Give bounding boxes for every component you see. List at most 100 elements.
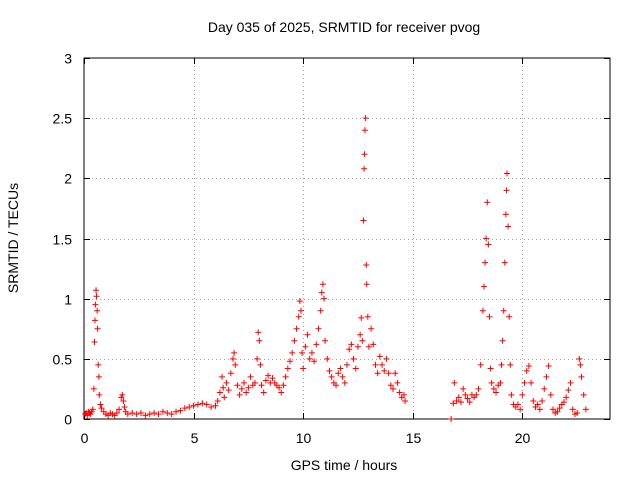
y-tick-label: 2.5 bbox=[53, 111, 73, 127]
data-point bbox=[385, 370, 392, 377]
data-point bbox=[490, 385, 497, 392]
x-axis-ticks: 0 5 10 15 20 bbox=[81, 58, 531, 446]
data-point bbox=[212, 402, 219, 409]
data-point bbox=[221, 394, 228, 401]
data-point bbox=[324, 355, 331, 362]
y-axis-label: SRMTID / TECUs bbox=[5, 183, 21, 293]
data-point bbox=[146, 411, 153, 418]
data-point bbox=[98, 405, 105, 412]
data-point bbox=[326, 367, 333, 374]
data-point bbox=[319, 281, 326, 288]
data-point bbox=[508, 391, 515, 398]
data-point bbox=[133, 411, 140, 418]
chart-title: Day 035 of 2025, SRMTID for receiver pvo… bbox=[208, 19, 480, 35]
data-point bbox=[392, 370, 399, 377]
data-point bbox=[556, 405, 563, 412]
data-points bbox=[82, 115, 589, 422]
data-point bbox=[232, 361, 239, 368]
data-point bbox=[159, 408, 166, 415]
data-point bbox=[255, 329, 262, 336]
data-point bbox=[245, 384, 252, 391]
data-point bbox=[186, 403, 193, 410]
data-point bbox=[203, 401, 210, 408]
data-point bbox=[238, 385, 245, 392]
data-point bbox=[269, 375, 276, 382]
data-point bbox=[500, 307, 507, 314]
x-tick-label: 5 bbox=[191, 430, 199, 446]
data-point bbox=[335, 370, 342, 377]
data-point bbox=[473, 391, 480, 398]
data-point bbox=[354, 343, 361, 350]
data-point bbox=[360, 217, 367, 224]
data-point bbox=[304, 331, 311, 338]
data-point bbox=[390, 385, 397, 392]
data-point bbox=[94, 325, 101, 332]
y-tick-label: 2 bbox=[64, 171, 72, 187]
data-point bbox=[265, 372, 272, 379]
data-point bbox=[569, 406, 576, 413]
data-point bbox=[91, 338, 98, 345]
data-point bbox=[505, 223, 512, 230]
data-point bbox=[493, 389, 500, 396]
data-point bbox=[521, 379, 528, 386]
data-point bbox=[534, 401, 541, 408]
x-tick-label: 15 bbox=[406, 430, 422, 446]
data-point bbox=[464, 395, 471, 402]
data-point bbox=[565, 387, 572, 394]
data-point bbox=[457, 399, 464, 406]
data-point bbox=[214, 397, 221, 404]
data-point bbox=[289, 349, 296, 356]
data-point bbox=[517, 406, 524, 413]
data-point bbox=[502, 211, 509, 218]
data-point bbox=[225, 387, 232, 394]
data-point bbox=[507, 361, 514, 368]
data-point bbox=[560, 399, 567, 406]
data-point bbox=[280, 382, 287, 389]
data-point bbox=[234, 382, 241, 389]
data-point bbox=[339, 373, 346, 380]
data-point bbox=[322, 337, 329, 344]
data-point bbox=[455, 394, 462, 401]
data-point bbox=[364, 313, 371, 320]
data-point bbox=[282, 373, 289, 380]
data-point bbox=[361, 165, 368, 172]
data-point bbox=[448, 416, 455, 422]
data-point bbox=[247, 373, 254, 380]
x-tick-label: 0 bbox=[81, 430, 89, 446]
data-point bbox=[453, 397, 460, 404]
data-point bbox=[450, 400, 457, 407]
data-point bbox=[302, 343, 309, 350]
data-point bbox=[164, 409, 171, 416]
data-point bbox=[539, 397, 546, 404]
data-point bbox=[503, 187, 510, 194]
data-point bbox=[480, 283, 487, 290]
data-point bbox=[525, 363, 532, 370]
data-point bbox=[258, 382, 265, 389]
data-point bbox=[577, 361, 584, 368]
data-point bbox=[484, 199, 491, 206]
data-point bbox=[328, 373, 335, 380]
data-point bbox=[124, 411, 131, 418]
data-point bbox=[479, 307, 486, 314]
data-point bbox=[317, 307, 324, 314]
data-point bbox=[299, 349, 306, 356]
y-tick-label: 1 bbox=[64, 292, 72, 308]
data-point bbox=[113, 409, 120, 416]
data-point bbox=[498, 361, 505, 368]
data-point bbox=[311, 358, 318, 365]
data-point bbox=[576, 355, 583, 362]
y-tick-label: 3 bbox=[64, 51, 72, 67]
data-point bbox=[497, 379, 504, 386]
data-point bbox=[357, 331, 364, 338]
data-point bbox=[346, 346, 353, 353]
data-point bbox=[254, 355, 261, 362]
data-point bbox=[352, 365, 359, 372]
data-point bbox=[276, 384, 283, 391]
data-point bbox=[363, 281, 370, 288]
x-tick-label: 20 bbox=[515, 430, 531, 446]
data-point bbox=[582, 406, 589, 413]
data-point bbox=[89, 406, 96, 413]
data-point bbox=[501, 259, 508, 266]
data-point bbox=[181, 405, 188, 412]
data-point bbox=[95, 373, 102, 380]
